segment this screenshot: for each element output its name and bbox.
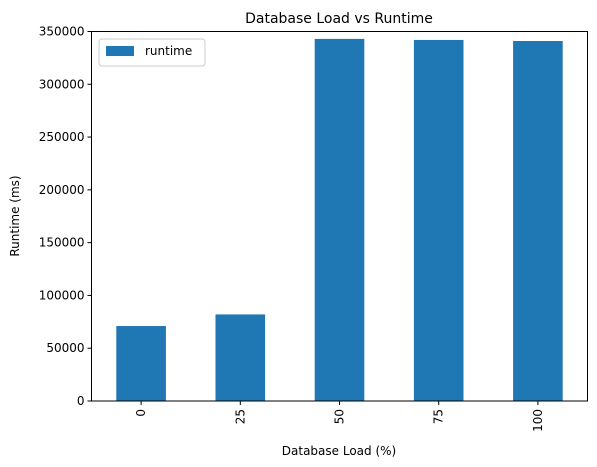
bars-group	[116, 38, 563, 402]
plot-frame	[91, 31, 588, 402]
y-tick-label: 150000	[39, 236, 85, 250]
bar-75	[413, 39, 464, 402]
y-tick-label: 100000	[39, 288, 85, 302]
y-tick-label: 250000	[39, 130, 85, 144]
bar-50	[314, 38, 365, 401]
y-tick-label: 50000	[46, 341, 84, 355]
y-axis-label: Runtime (ms)	[8, 175, 22, 256]
y-tick-label: 0	[77, 394, 85, 408]
y-tick-label: 300000	[39, 77, 85, 91]
y-tick-label: 200000	[39, 183, 85, 197]
x-tick-label: 50	[333, 409, 347, 424]
legend: runtime	[98, 38, 206, 67]
x-tick-label: 75	[432, 409, 446, 424]
y-tick-label: 350000	[39, 25, 85, 39]
chart-title: Database Load vs Runtime	[245, 11, 433, 27]
x-tick-label: 100	[531, 409, 545, 432]
legend-swatch	[106, 46, 134, 56]
bar-0	[116, 326, 166, 401]
bar-100	[513, 41, 563, 401]
legend-box	[98, 38, 206, 67]
x-tick-label: 0	[134, 409, 148, 417]
y-axis: 0 50000 100000 150000 200000 250000 300000 3500…	[39, 25, 92, 408]
legend-label: runtime	[145, 44, 192, 58]
bar-25	[215, 314, 266, 401]
x-tick-label: 25	[233, 409, 247, 424]
x-axis: 0 25 50 75 100	[134, 401, 545, 432]
x-axis-label: Database Load (%)	[282, 444, 396, 458]
